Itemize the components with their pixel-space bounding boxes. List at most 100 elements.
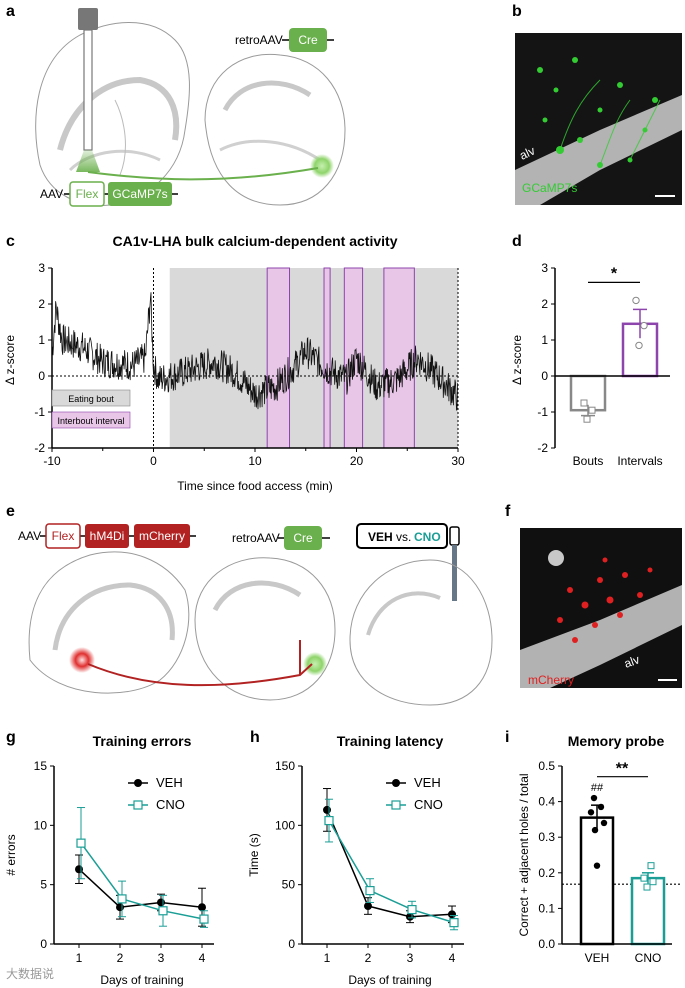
g-plot-point-veh bbox=[198, 903, 206, 912]
h-plot-xtick-label: 4 bbox=[449, 951, 456, 965]
c-xtick-label: 10 bbox=[248, 454, 262, 468]
c-ytick-label: 2 bbox=[38, 297, 45, 311]
h-plot-legend-label: VEH bbox=[414, 775, 441, 790]
panel-a: a retroAAV Cre AAV Flex GCaMP7s bbox=[6, 3, 346, 207]
h-plot-point-veh bbox=[323, 805, 331, 814]
g-plot-point-cno bbox=[117, 894, 127, 904]
h-plot-ytick-label: 50 bbox=[282, 878, 296, 892]
aav-label: AAV bbox=[40, 187, 63, 201]
i-point-cno bbox=[647, 862, 655, 870]
g-plot-point-cno bbox=[199, 914, 209, 924]
h-plot-point-cno bbox=[365, 885, 375, 896]
i-bar-veh bbox=[579, 816, 615, 946]
chart-i-title: Memory probe bbox=[568, 733, 665, 749]
gcamp-box bbox=[108, 182, 172, 206]
panel-f: f alv mCherry bbox=[505, 503, 682, 688]
cannula-cap bbox=[449, 526, 460, 546]
panel-label-d: d bbox=[512, 233, 522, 250]
g-plot-xtick-label: 4 bbox=[199, 951, 206, 965]
i-point-veh bbox=[597, 803, 605, 811]
c-ytick-label: 1 bbox=[38, 333, 45, 347]
chart-h-ylabel: Time (s) bbox=[247, 833, 261, 877]
i-ytick-label: 0.2 bbox=[538, 866, 555, 880]
d-xtick-label: Intervals bbox=[617, 454, 662, 468]
light-cone bbox=[76, 150, 100, 172]
flex-label: Flex bbox=[76, 187, 99, 201]
d-ytick-label: 0 bbox=[541, 369, 548, 383]
interbout-interval-2 bbox=[323, 267, 331, 449]
watermark: 大数据说 bbox=[6, 966, 54, 981]
panel-label-f: f bbox=[505, 503, 511, 520]
h-plot-point-veh bbox=[448, 910, 456, 919]
i-ytick-label: 0.0 bbox=[538, 937, 555, 951]
g-plot-point-veh bbox=[157, 898, 165, 907]
activity-trace bbox=[51, 292, 459, 412]
c-ytick-label: 0 bbox=[38, 369, 45, 383]
h-plot-point-cno bbox=[407, 904, 417, 915]
chart-g-ylabel: # errors bbox=[4, 834, 18, 875]
interbout-interval-1 bbox=[266, 267, 291, 449]
i-ytick-label: 0.3 bbox=[538, 830, 555, 844]
alv-label-b: alv bbox=[517, 144, 537, 163]
optic-fiber bbox=[83, 29, 93, 151]
d-point bbox=[635, 341, 643, 350]
i-xtick-label: CNO bbox=[635, 951, 662, 965]
injection-site-glow bbox=[310, 154, 334, 178]
chart-h-title: Training latency bbox=[337, 733, 444, 749]
h-plot-xtick-label: 2 bbox=[365, 951, 372, 965]
panel-label-h: h bbox=[250, 729, 260, 746]
optic-fiber-cap bbox=[78, 8, 98, 30]
chart-i-ylabel: Correct + adjacent holes / total bbox=[517, 773, 531, 936]
c-xtick-label: 20 bbox=[350, 454, 364, 468]
d-point bbox=[640, 321, 648, 330]
g-plot-ytick-label: 15 bbox=[34, 759, 48, 773]
g-plot-legend-label: VEH bbox=[156, 775, 183, 790]
g-plot-legend-marker bbox=[133, 800, 143, 810]
mcherry-label-f: mCherry bbox=[528, 673, 574, 687]
gcamp-cells bbox=[537, 57, 658, 168]
injection-site-green-e bbox=[303, 652, 327, 676]
i-point-veh bbox=[587, 809, 595, 816]
alveus-band bbox=[515, 95, 682, 205]
i-ytick-label: 0.5 bbox=[538, 759, 555, 773]
d-point bbox=[632, 296, 640, 305]
h-plot-xtick-label: 3 bbox=[407, 951, 414, 965]
g-plot-point-veh bbox=[75, 865, 83, 874]
panel-d: d Bouts Intervals -2 -1 0 1 2 3 * Δ z-score bbox=[510, 233, 670, 468]
projection-line bbox=[87, 167, 319, 181]
cre-box bbox=[289, 28, 327, 52]
g-plot-point-veh bbox=[116, 903, 124, 912]
flex-box-e bbox=[45, 523, 81, 549]
legend-eating-bout bbox=[51, 389, 131, 407]
chart-g-plot: VEH CNO 0 5 10 15 1 2 3 4 bbox=[34, 759, 214, 965]
h-plot-xtick-label: 1 bbox=[324, 951, 331, 965]
panel-c: c CA1v-LHA bulk calcium-dependent activi… bbox=[3, 233, 465, 493]
ventricle-marker bbox=[548, 550, 564, 566]
g-plot-ytick-label: 0 bbox=[40, 937, 47, 951]
chart-c-title: CA1v-LHA bulk calcium-dependent activity bbox=[113, 233, 398, 249]
d-ytick-label: -2 bbox=[537, 441, 548, 455]
legend-interbout-label: Interbout interval bbox=[57, 416, 124, 426]
i-point-cno bbox=[643, 883, 651, 891]
chart-h-xlabel: Days of training bbox=[348, 973, 431, 987]
d-ytick-label: 2 bbox=[541, 297, 548, 311]
aav-label-e: AAV bbox=[18, 529, 41, 543]
c-xtick-label: -10 bbox=[43, 454, 61, 468]
vs-label-e: vs. bbox=[396, 530, 411, 544]
g-plot-point-cno bbox=[76, 838, 86, 848]
c-xtick-label: 0 bbox=[150, 454, 157, 468]
c-ytick-label: -2 bbox=[34, 441, 45, 455]
gcamp-label: GCaMP7s bbox=[112, 187, 167, 201]
g-plot-line-cno bbox=[80, 842, 205, 920]
veh-label-e: VEH bbox=[368, 530, 393, 544]
g-plot-ytick-label: 5 bbox=[40, 878, 47, 892]
d-sig-star: * bbox=[611, 265, 618, 282]
d-ytick-label: 1 bbox=[541, 333, 548, 347]
h-plot-ytick-label: 0 bbox=[288, 937, 295, 951]
d-ytick-label: 3 bbox=[541, 261, 548, 275]
chart-h-plot: VEH CNO 0 50 100 150 1 2 3 4 bbox=[275, 759, 464, 965]
legend-interbout bbox=[51, 411, 131, 429]
i-ytick-label: 0.4 bbox=[538, 795, 555, 809]
d-ytick-label: -1 bbox=[537, 405, 548, 419]
